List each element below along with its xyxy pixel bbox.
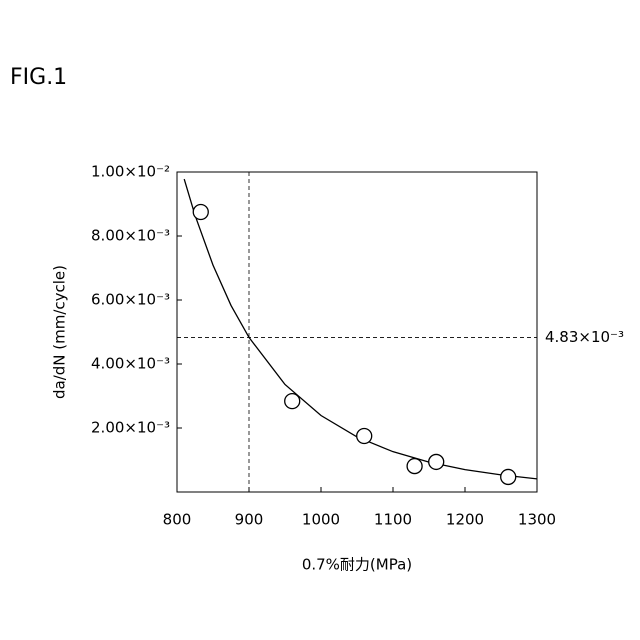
y-tick-label: 6.00×10⁻³ (91, 291, 170, 309)
x-axis-label: 0.7%耐力(MPa) (302, 556, 412, 574)
chart: FIG.1 0.7%耐力(MPa) da/dN (mm/cycle) 800 90… (0, 0, 640, 640)
y-tick-label: 4.00×10⁻³ (91, 355, 170, 373)
data-point (429, 454, 444, 469)
reference-label: 4.83×10⁻³ (545, 328, 624, 346)
data-point (193, 205, 208, 220)
data-point (357, 429, 372, 444)
y-tick-label: 2.00×10⁻³ (91, 419, 170, 437)
page: FIG.1 0.7%耐力(MPa) da/dN (mm/cycle) 800 90… (0, 0, 640, 640)
y-axis-label: da/dN (mm/cycle) (51, 265, 69, 399)
x-tick-label: 1200 (446, 511, 484, 529)
x-tick-label: 1000 (302, 511, 340, 529)
x-tick-label: 1100 (374, 511, 412, 529)
x-tick-label: 800 (163, 511, 192, 529)
x-tick-label: 900 (235, 511, 264, 529)
figure-label: FIG.1 (10, 65, 67, 90)
y-tick-label: 8.00×10⁻³ (91, 227, 170, 245)
plot-frame (177, 172, 537, 492)
data-point (501, 469, 516, 484)
data-point (285, 394, 300, 409)
y-tick-label: 1.00×10⁻² (91, 163, 170, 181)
x-tick-label: 1300 (518, 511, 556, 529)
data-point (407, 459, 422, 474)
